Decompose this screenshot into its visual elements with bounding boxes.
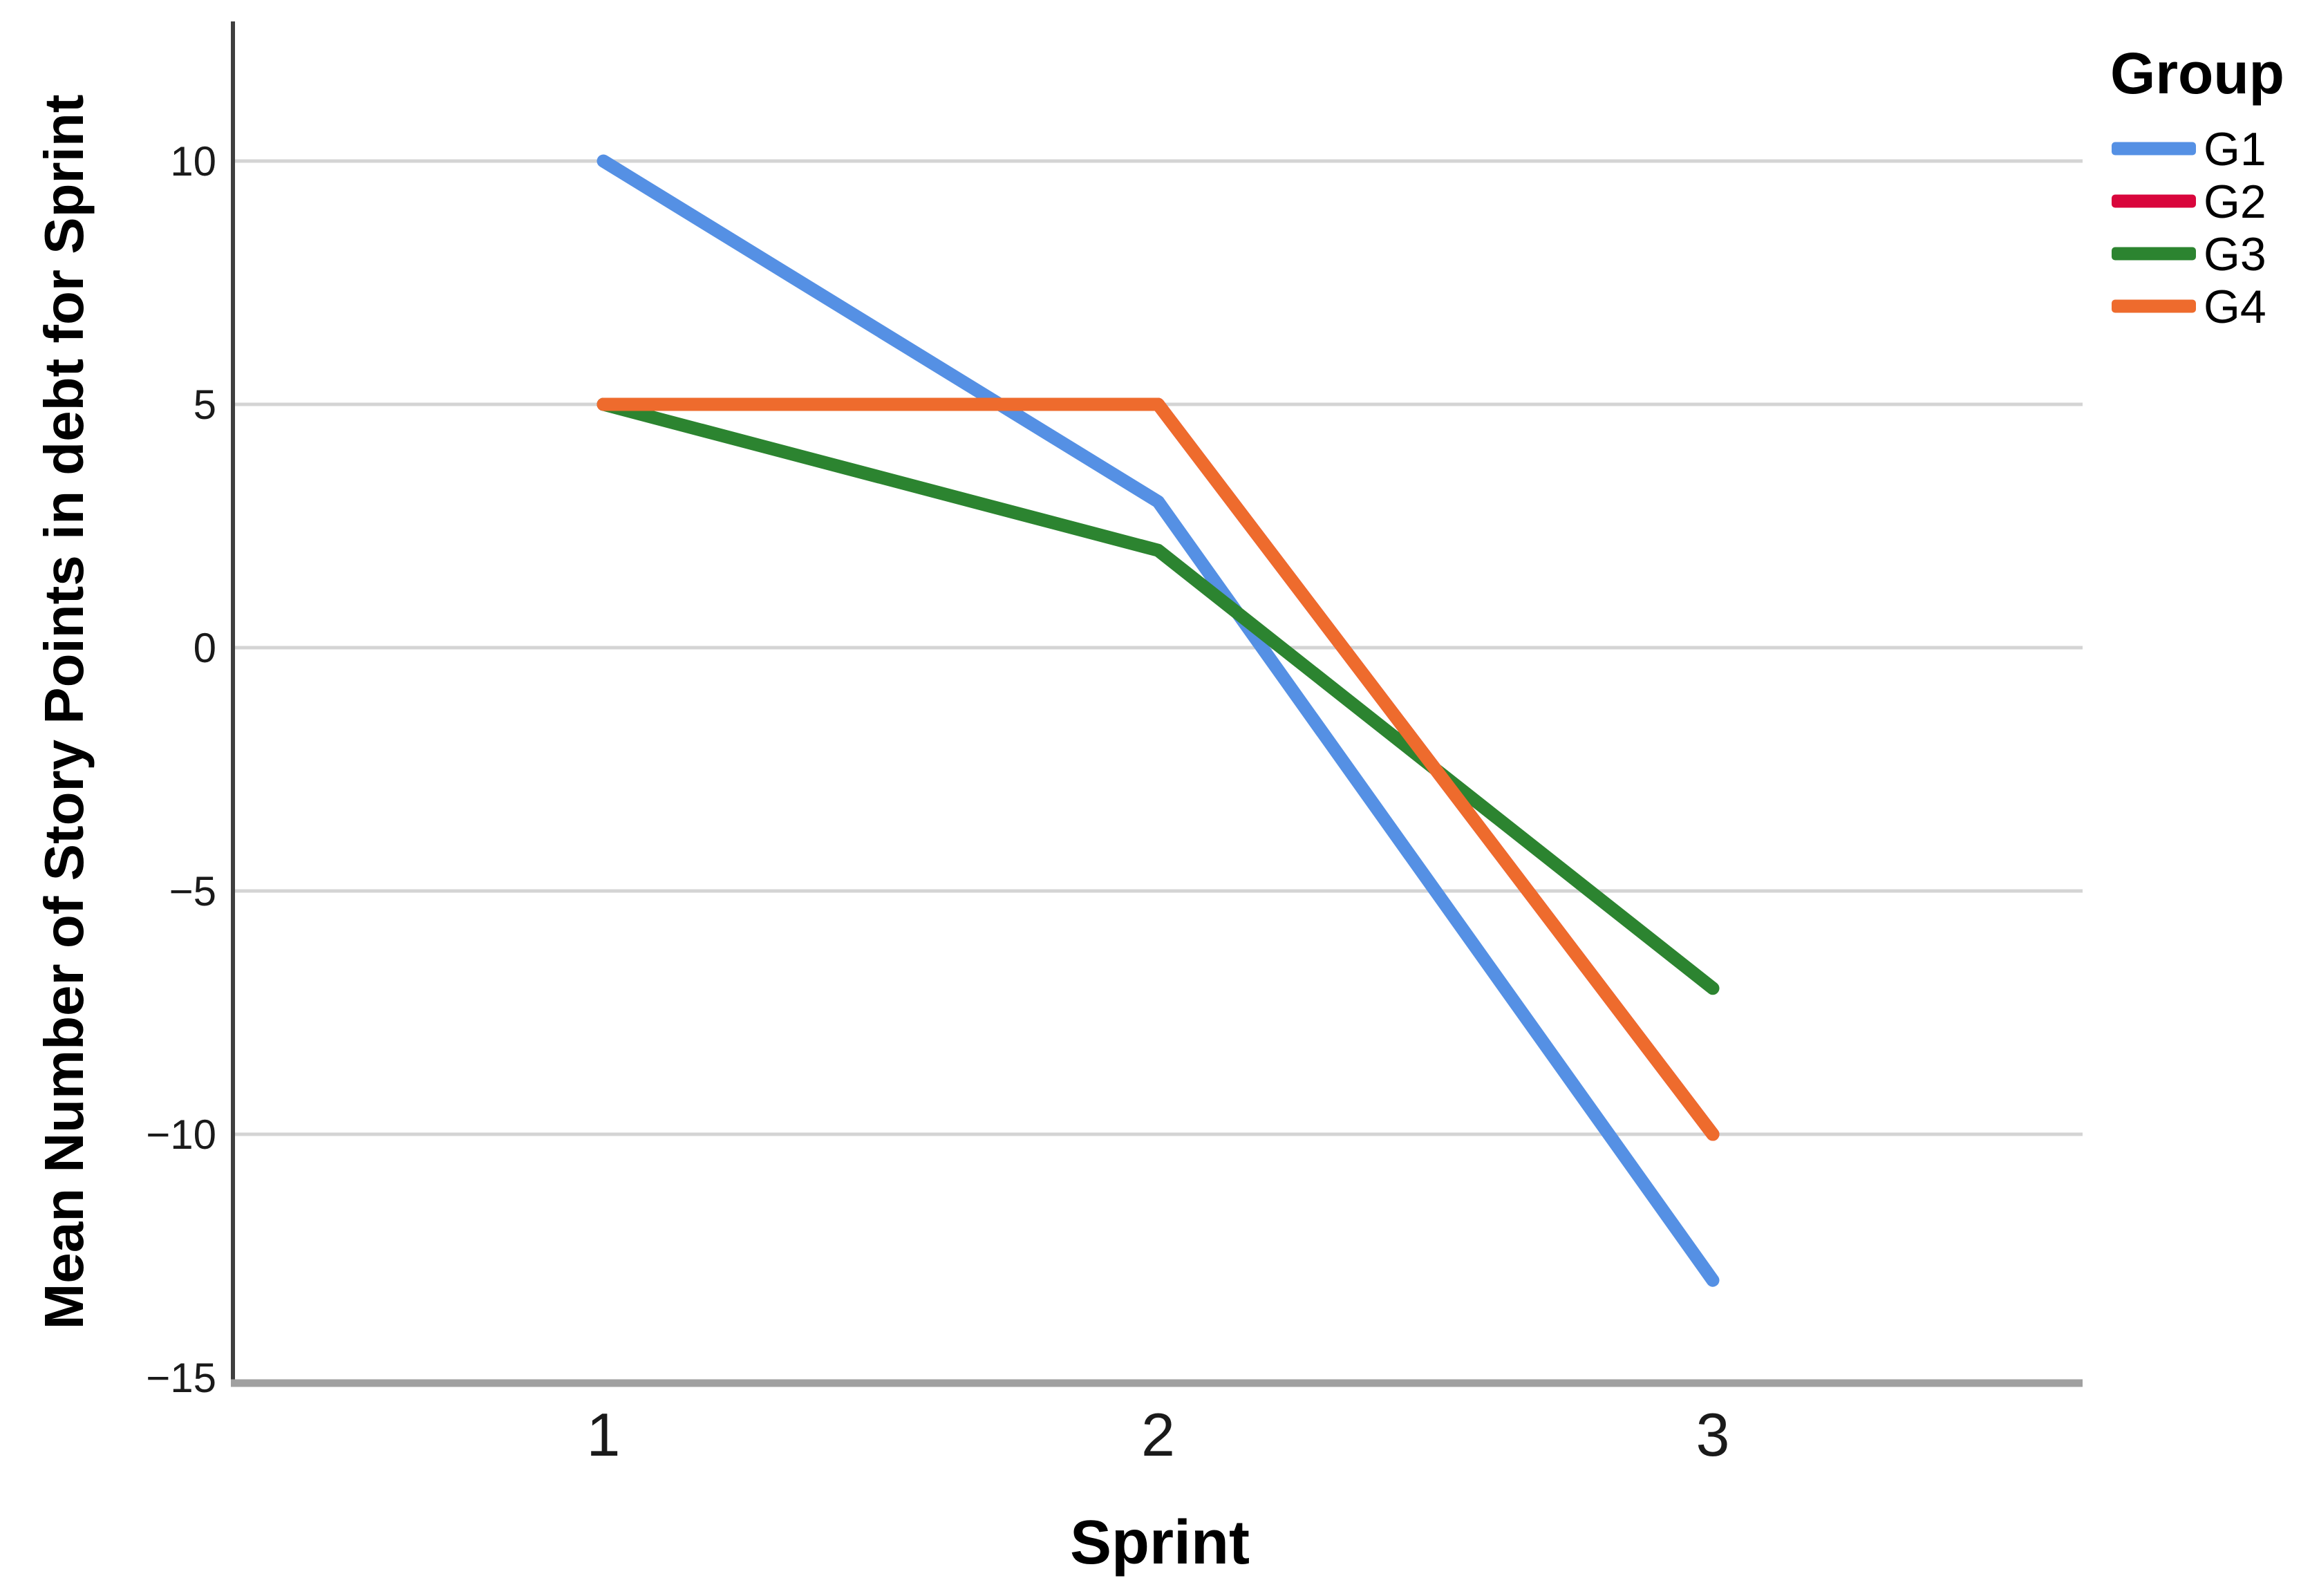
- series-line-G1: [597, 154, 1720, 1287]
- y-tick-labels: 10 5 0 −5 −10 −15: [146, 138, 216, 1401]
- legend-label-G1: G1: [2204, 123, 2266, 176]
- x-tick-label-1: 1: [587, 1400, 621, 1469]
- x-tick-labels: 1 2 3: [587, 1400, 1730, 1469]
- x-axis-title: Sprint: [1070, 1508, 1250, 1577]
- y-tick-label-5: 5: [194, 382, 216, 428]
- y-tick-label--15: −15: [146, 1355, 216, 1401]
- y-tick-label--10: −10: [146, 1111, 216, 1158]
- legend-swatch-G4: [2112, 299, 2196, 313]
- y-tick-label--5: −5: [169, 868, 216, 914]
- y-axis-title: Mean Number of Story Points in debt for …: [33, 95, 95, 1330]
- series-line-G2: [597, 397, 1720, 1141]
- series-lines: [597, 154, 1720, 1287]
- legend-swatch-G3: [2112, 247, 2196, 261]
- series-line-G3: [597, 397, 1720, 995]
- x-tick-label-3: 3: [1696, 1400, 1730, 1469]
- y-tick-label-10: 10: [170, 138, 216, 185]
- gridlines: [233, 159, 2083, 1136]
- series-line-G4: [597, 397, 1720, 1141]
- legend-title: Group: [2110, 41, 2284, 106]
- legend-label-G4: G4: [2204, 281, 2266, 333]
- x-tick-label-2: 2: [1141, 1400, 1175, 1469]
- y-tick-label-0: 0: [194, 625, 216, 671]
- legend-swatch-G2: [2112, 194, 2196, 208]
- legend-swatch-G1: [2112, 142, 2196, 156]
- legend-label-G3: G3: [2204, 228, 2266, 281]
- legend-label-G2: G2: [2204, 176, 2266, 228]
